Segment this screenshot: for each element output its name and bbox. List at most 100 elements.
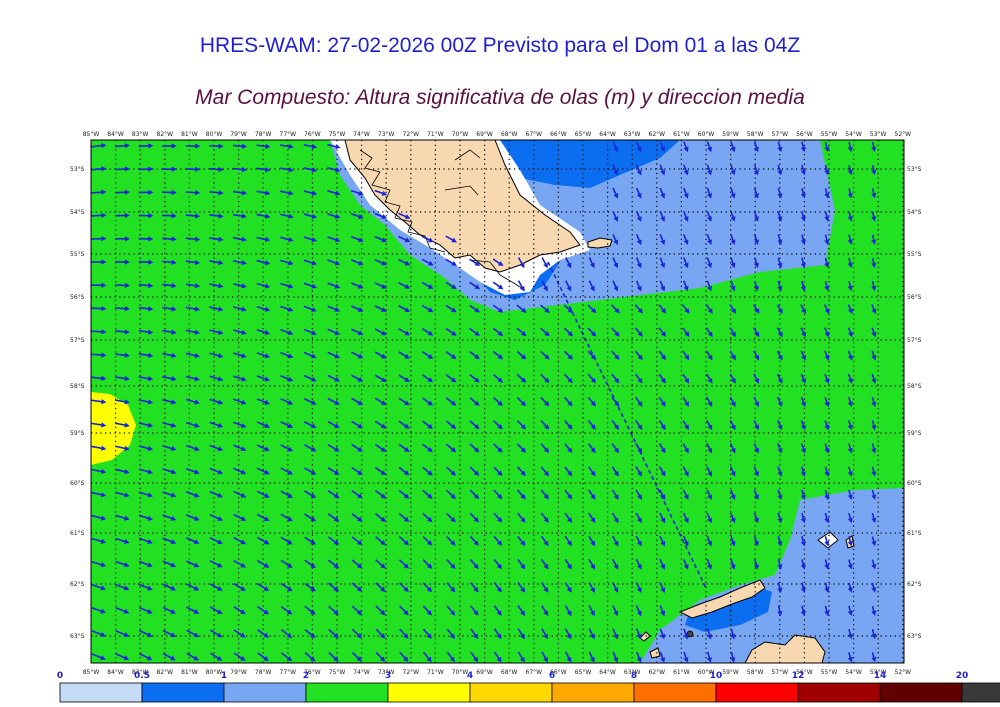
wave-direction-arrow (871, 141, 877, 152)
wave-direction-arrow (635, 443, 643, 454)
wave-direction-arrow (446, 651, 455, 663)
wave-direction-arrow (730, 280, 736, 292)
wave-direction-arrow (398, 212, 411, 219)
wave-direction-arrow (422, 420, 433, 429)
wave-direction-arrow (777, 141, 783, 153)
wave-direction-arrow (422, 443, 433, 453)
lon-label-bottom: 62°W (649, 669, 666, 676)
wave-direction-arrow (540, 443, 550, 453)
wave-direction-arrow (351, 466, 363, 476)
lon-label-bottom: 64°W (599, 669, 616, 676)
wave-direction-arrow (280, 467, 293, 475)
wave-direction-arrow (351, 651, 362, 662)
wave-direction-arrow (350, 259, 364, 266)
wave-direction-arrow (233, 629, 246, 638)
wave-direction-arrow (209, 329, 224, 335)
wave-direction-arrow (635, 605, 642, 617)
wave-direction-arrow (422, 536, 433, 546)
lon-label-top: 68°W (501, 131, 518, 138)
wave-direction-arrows (91, 141, 877, 663)
wave-direction-arrow (635, 234, 642, 246)
wave-direction-arrow (492, 327, 504, 337)
wave-direction-arrow (138, 537, 153, 544)
wave-direction-arrow (350, 236, 364, 243)
lat-label-left: 55°S (70, 251, 85, 258)
wave-direction-arrow (469, 374, 480, 383)
wave-direction-arrow (209, 583, 223, 591)
wave-direction-arrow (659, 489, 666, 500)
wave-direction-arrow (871, 605, 877, 616)
wave-direction-arrow (185, 236, 201, 242)
wave-direction-arrow (492, 373, 504, 383)
wave-direction-arrow (469, 535, 479, 546)
wave-direction-arrow (327, 513, 340, 522)
wave-direction-arrow (469, 281, 481, 290)
wave-direction-arrow (303, 167, 318, 173)
wave-direction-arrow (516, 443, 526, 453)
wave-direction-arrow (636, 651, 642, 663)
wave-direction-arrow (469, 420, 480, 430)
wave-direction-arrow (422, 397, 434, 406)
wave-direction-arrow (776, 373, 783, 384)
legend-swatch (961, 682, 1000, 703)
wave-direction-arrow (659, 164, 666, 176)
wave-direction-arrow (824, 234, 830, 245)
wave-direction-arrow (185, 514, 200, 521)
latitude-labels-left: 53°S 54°S 55°S 56°S 57°S 58°S 59°S 60°S 61°S 62°S… (70, 166, 85, 640)
wave-direction-arrow (659, 651, 666, 663)
wave-direction-arrow (256, 559, 270, 568)
wave-direction-arrow (138, 468, 154, 475)
wave-direction-arrow (753, 466, 759, 477)
wave-direction-arrow (730, 489, 736, 501)
wave-direction-arrow (115, 399, 130, 405)
wave-direction-arrow (847, 234, 853, 245)
wave-direction-arrow (800, 489, 806, 501)
isla-de-los-estados (587, 237, 613, 249)
wave-direction-arrow (706, 419, 713, 431)
wave-direction-arrow (398, 351, 410, 359)
wave-direction-arrow (871, 350, 877, 361)
lon-label-bottom: 76°W (304, 669, 321, 676)
wave-direction-arrow (612, 164, 619, 176)
wave-direction-arrow (209, 513, 223, 521)
wave-direction-arrow (209, 444, 224, 452)
wave-direction-arrow (280, 536, 293, 545)
wave-direction-arrow (138, 629, 153, 637)
wave-direction-arrow (706, 443, 713, 454)
legend-label: 2 (303, 671, 309, 681)
wave-direction-arrow (824, 605, 830, 617)
wave-direction-arrow (469, 258, 481, 266)
wave-direction-arrow (587, 443, 596, 454)
wave-direction-arrow (634, 304, 643, 314)
wave-direction-arrow (683, 141, 689, 153)
wave-direction-arrow (847, 512, 853, 524)
wave-direction-arrow (374, 397, 387, 406)
wave-direction-arrow (162, 606, 176, 614)
wave-direction-arrow (304, 536, 317, 545)
lon-label-bottom: 55°W (821, 669, 838, 676)
wave-direction-arrow (256, 398, 270, 405)
wave-direction-arrow (682, 373, 690, 384)
wave-direction-arrow (635, 257, 642, 269)
wave-direction-arrow (280, 259, 294, 266)
lat-label-right: 63°S (907, 633, 922, 640)
wave-field (91, 140, 904, 663)
wave-direction-arrow (185, 467, 200, 475)
wave-direction-arrow (706, 396, 713, 407)
lon-label-bottom: 66°W (550, 669, 567, 676)
wave-direction-arrow (398, 328, 411, 336)
wave-direction-arrow (682, 489, 689, 500)
wave-direction-arrow (493, 397, 503, 407)
wave-direction-arrow (232, 143, 248, 149)
wave-direction-arrow (847, 420, 853, 431)
wave-direction-arrow (847, 396, 853, 408)
wave-direction-arrow (682, 327, 690, 338)
wave-direction-arrow (776, 327, 783, 338)
wave-direction-arrow (753, 280, 759, 292)
wave-direction-arrow (800, 188, 806, 199)
legend-label: 8 (631, 671, 637, 681)
wave-direction-arrow (91, 514, 107, 521)
wave-direction-arrow (185, 283, 201, 289)
wave-direction-arrow (493, 420, 503, 430)
lon-label-bottom: 79°W (230, 669, 247, 676)
